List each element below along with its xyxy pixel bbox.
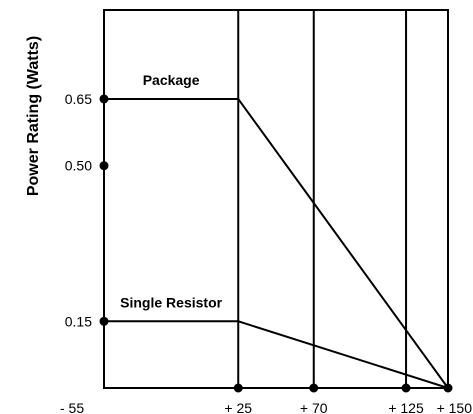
x-tick-label-25: + 25: [224, 400, 252, 414]
gridlines: [237, 10, 408, 388]
y-tick-dot-0-50: [99, 161, 109, 171]
x-tick-label-70: + 70: [300, 400, 328, 414]
series-lines: [104, 97, 449, 389]
plot-frame: [103, 9, 449, 389]
series-label-package: Package: [143, 72, 200, 88]
y-tick-label-0-65: 0.65: [65, 91, 92, 107]
y-ticks: 0.65 0.50 0.15: [65, 91, 109, 329]
y-tick-label-0-50: 0.50: [65, 158, 92, 174]
series-line-single-resistor: [104, 320, 449, 389]
series-line-package: [104, 97, 449, 389]
x-tick-dot-70: [309, 383, 319, 393]
series-label-single-resistor: Single Resistor: [120, 294, 222, 310]
y-tick-dot-0-15: [99, 316, 109, 326]
x-tick-dot-125: [401, 383, 411, 393]
series-labels: Package Single Resistor: [120, 72, 222, 310]
y-tick-label-0-15: 0.15: [65, 313, 92, 329]
y-axis-label: Power Rating (Watts): [25, 36, 42, 196]
y-tick-dot-0-65: [99, 94, 109, 104]
x-tick-label-55: - 55: [60, 400, 84, 414]
x-tick-label-125: + 125: [388, 400, 424, 414]
x-tick-dot-25: [233, 383, 243, 393]
x-tick-label-150: + 150: [437, 400, 473, 414]
x-tick-dot-150: [443, 383, 453, 393]
x-ticks: - 55 + 25 + 70 + 125 + 150: [60, 383, 473, 414]
